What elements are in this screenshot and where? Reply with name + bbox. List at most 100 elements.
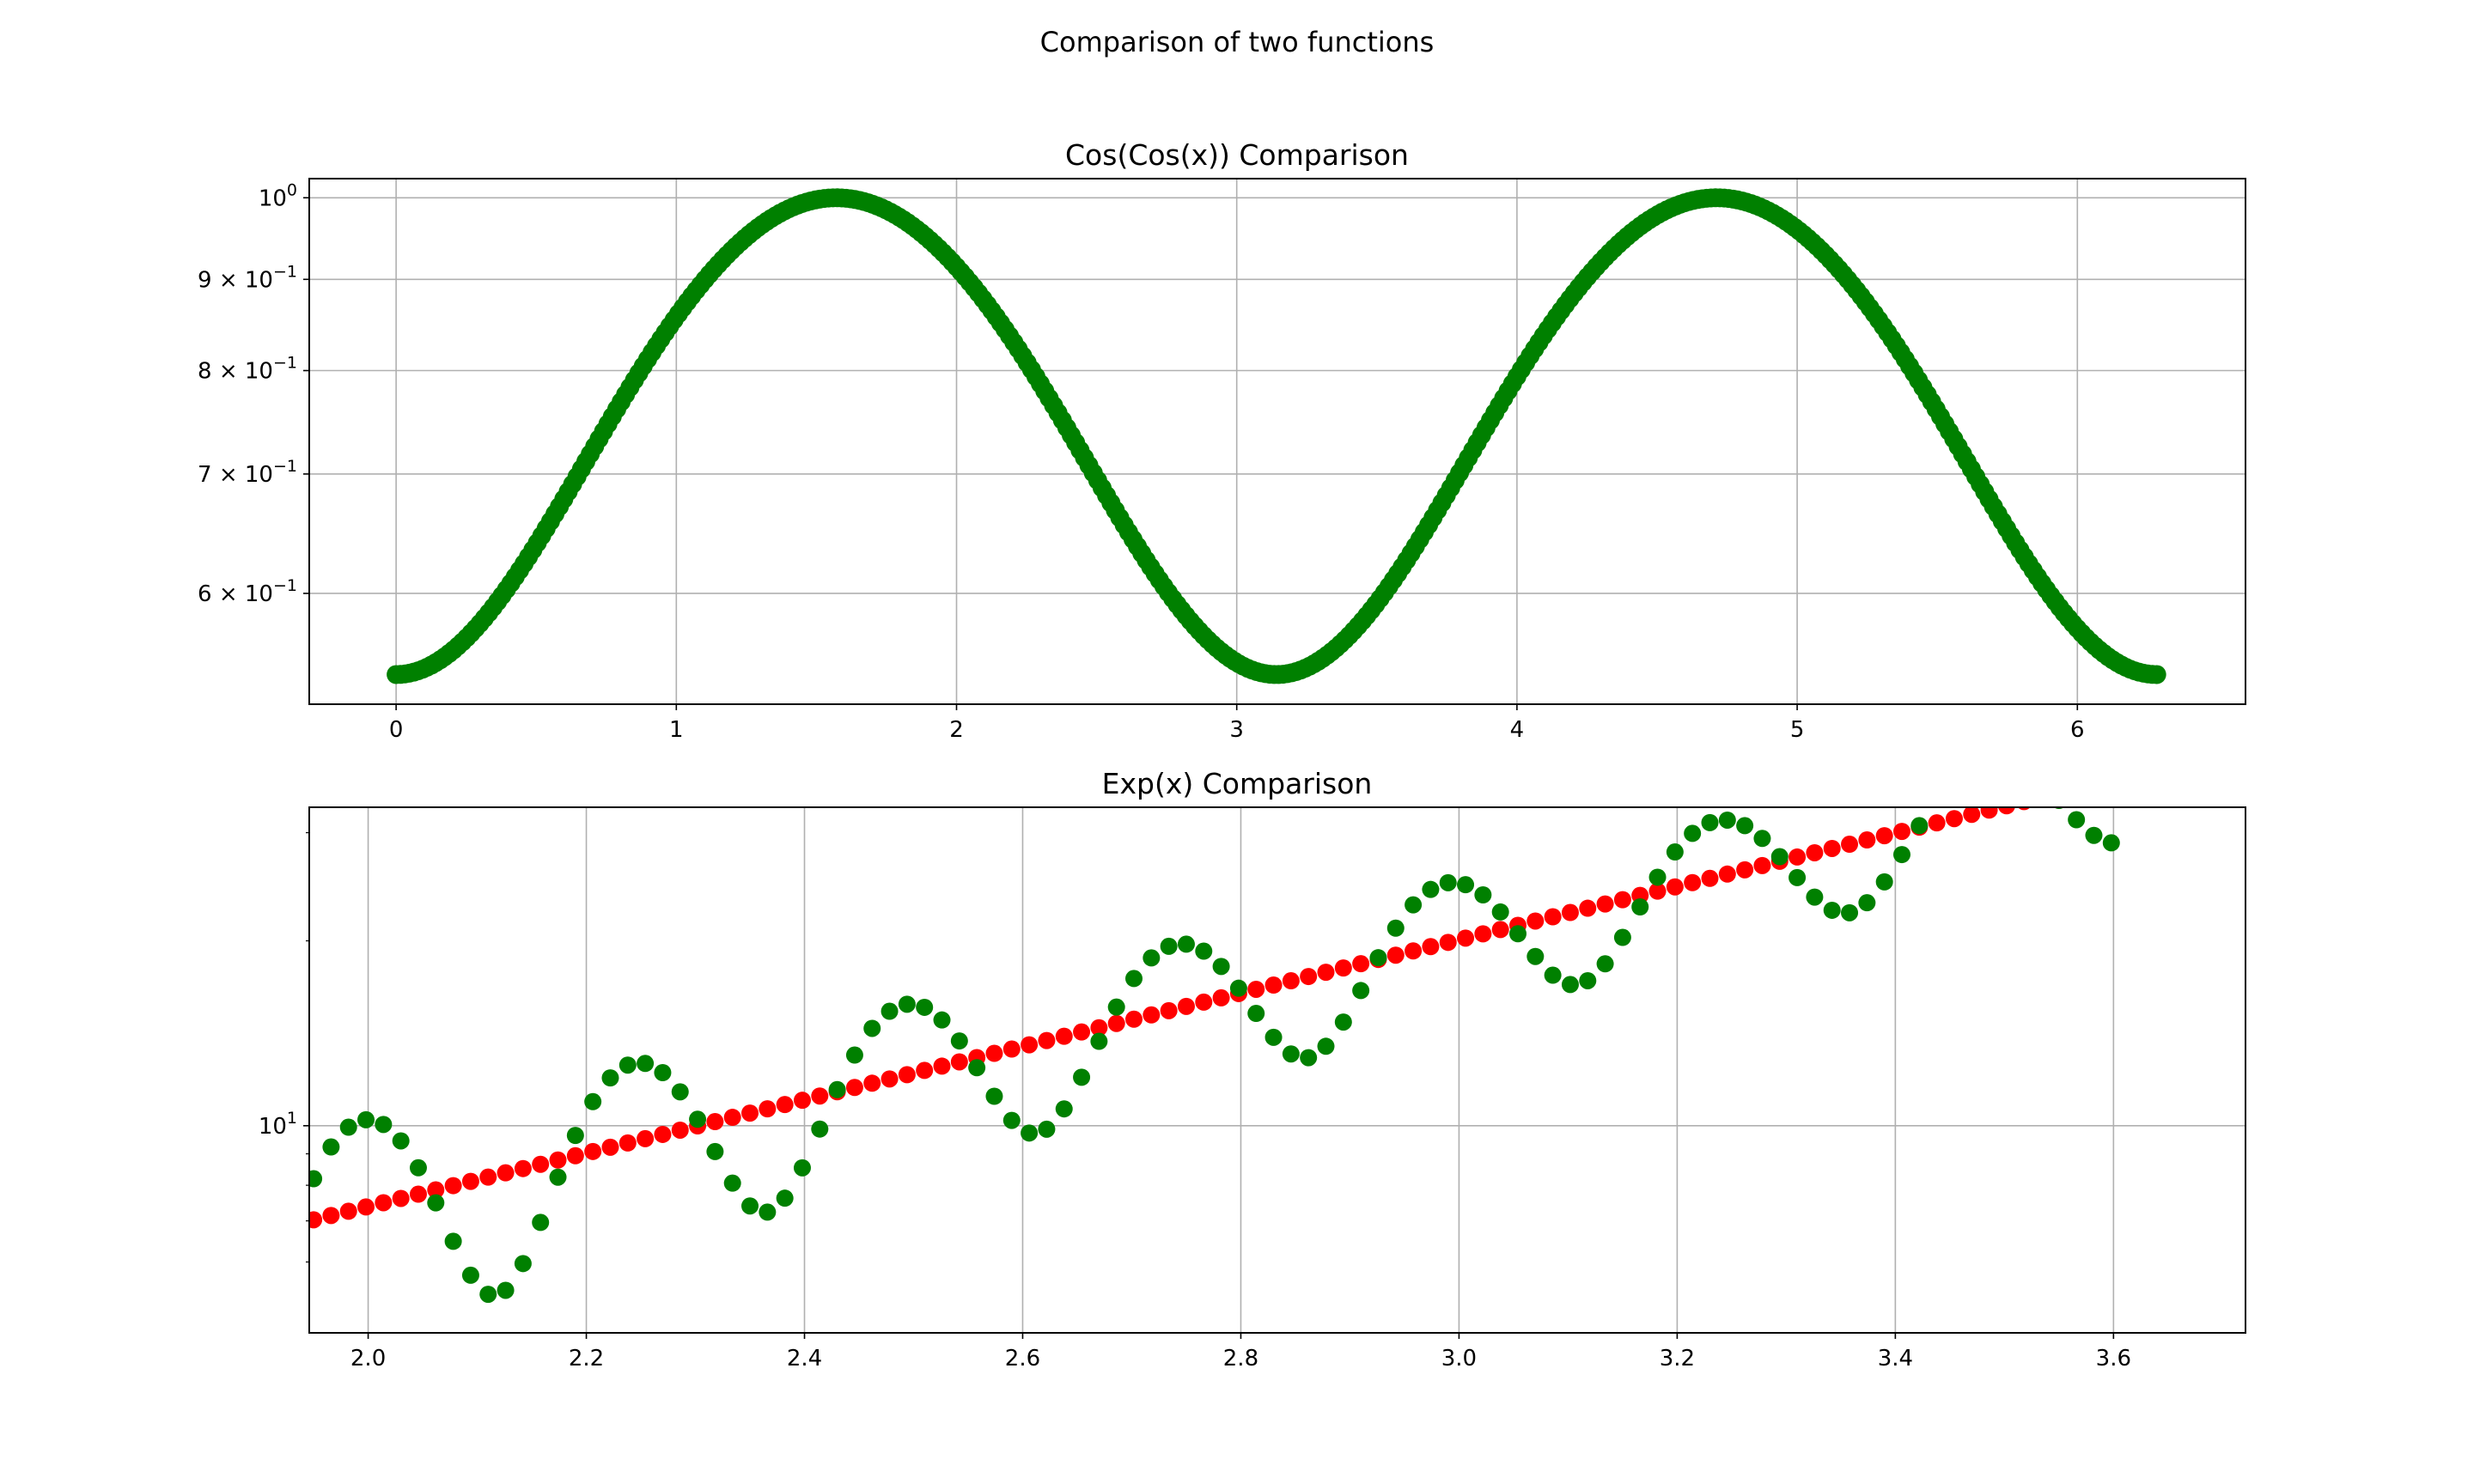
data-point-exp xyxy=(1405,942,1423,960)
data-point-oscillating xyxy=(532,1213,550,1232)
data-point-exp xyxy=(1648,882,1667,900)
data-point-exp xyxy=(1963,807,1981,824)
data-point-oscillating xyxy=(1579,971,1597,989)
data-point-exp xyxy=(497,1164,515,1182)
data-point-exp xyxy=(1701,869,1719,887)
y-tick-label: 6 × 10−1 xyxy=(198,576,297,607)
data-point-exp xyxy=(1073,1023,1091,1041)
data-point-exp xyxy=(357,1198,375,1216)
x-tick-label: 2.0 xyxy=(350,1346,386,1371)
data-point-oscillating xyxy=(1264,1028,1283,1046)
data-point-oscillating xyxy=(1544,966,1562,984)
data-point-oscillating xyxy=(1736,817,1754,835)
x-tick-label: 4 xyxy=(1510,717,1525,743)
data-point-exp xyxy=(1160,1001,1178,1019)
data-point-oscillating xyxy=(1439,873,1457,891)
cos-cos-plot-title: Cos(Cos(x)) Comparison xyxy=(1065,138,1409,172)
data-point-oscillating xyxy=(793,1159,811,1177)
data-point-exp xyxy=(514,1159,532,1177)
data-point-oscillating xyxy=(1352,982,1370,1000)
data-point-oscillating xyxy=(706,1142,724,1160)
data-point-oscillating xyxy=(1648,868,1667,886)
data-point xyxy=(2147,665,2166,684)
data-point-oscillating xyxy=(392,1132,410,1150)
exp-y-axis: 101 xyxy=(259,832,309,1263)
data-point-oscillating xyxy=(1422,880,1440,898)
data-point-exp xyxy=(309,1211,323,1229)
data-point-oscillating xyxy=(375,1116,393,1134)
data-point-oscillating xyxy=(1631,898,1649,916)
data-point-exp xyxy=(2085,775,2102,793)
x-tick-label: 2.2 xyxy=(569,1346,604,1371)
data-point-oscillating xyxy=(1561,976,1579,994)
data-point-oscillating xyxy=(2068,811,2086,829)
y-tick-label: 101 xyxy=(259,1109,297,1140)
data-point-oscillating xyxy=(1021,1124,1039,1142)
data-point-oscillating xyxy=(916,998,934,1016)
data-point-oscillating xyxy=(723,1174,741,1192)
data-point-exp xyxy=(1055,1027,1073,1045)
data-point-oscillating xyxy=(1823,901,1841,919)
data-point-oscillating xyxy=(1788,868,1807,886)
data-point-oscillating xyxy=(689,1110,707,1128)
data-point-oscillating xyxy=(566,1127,584,1145)
data-point-exp xyxy=(950,1053,968,1071)
data-point-exp xyxy=(461,1172,479,1190)
data-point-oscillating xyxy=(968,1059,986,1077)
data-point-exp xyxy=(1526,912,1545,930)
exp-plot-title: Exp(x) Comparison xyxy=(1102,767,1373,800)
data-point-exp xyxy=(1666,878,1684,896)
data-point-oscillating xyxy=(741,1197,759,1215)
data-point-exp xyxy=(637,1129,655,1147)
data-point-oscillating xyxy=(584,1092,602,1110)
data-point-oscillating xyxy=(1212,958,1230,976)
data-point-oscillating xyxy=(1055,1100,1073,1118)
data-point-exp xyxy=(845,1079,863,1097)
data-point-oscillating xyxy=(1684,824,1702,842)
data-point-oscillating xyxy=(1474,886,1492,904)
data-point-oscillating xyxy=(1125,970,1143,988)
data-point-oscillating xyxy=(845,1046,863,1064)
data-point-exp xyxy=(2050,784,2068,801)
data-point-oscillating xyxy=(339,1118,357,1136)
data-point-exp xyxy=(1858,831,1876,849)
data-point-oscillating xyxy=(1334,1013,1352,1031)
cos-cos-plot: Cos(Cos(x)) Comparison 0 1 2 3 4 5 6 100 9 × 10… xyxy=(198,138,2246,743)
data-point-exp xyxy=(1788,848,1807,866)
data-point-oscillating xyxy=(1526,947,1545,965)
data-point-exp xyxy=(1892,823,1910,841)
data-point-oscillating xyxy=(461,1266,479,1284)
cos-cos-x-axis: 0 1 2 3 4 5 6 xyxy=(389,704,2085,743)
data-point-exp xyxy=(759,1100,777,1118)
data-point-oscillating xyxy=(2015,758,2032,775)
x-tick-label: 0 xyxy=(389,717,404,743)
data-point-exp xyxy=(1317,964,1335,982)
data-point-exp xyxy=(601,1138,619,1156)
data-point-oscillating xyxy=(2085,826,2103,844)
data-point-exp xyxy=(2068,780,2085,797)
data-point-oscillating xyxy=(1892,846,1910,864)
exp-plot-frame xyxy=(308,806,2246,1334)
data-point-oscillating xyxy=(828,1080,846,1098)
data-point-exp xyxy=(741,1104,759,1122)
data-point-oscillating xyxy=(1073,1068,1091,1086)
data-point-oscillating xyxy=(1386,919,1405,937)
data-point-oscillating xyxy=(759,1203,777,1221)
data-point-oscillating xyxy=(637,1055,655,1073)
x-tick-label: 2.6 xyxy=(1005,1346,1040,1371)
x-tick-label: 5 xyxy=(1790,717,1805,743)
x-tick-label: 3.2 xyxy=(1660,1346,1695,1371)
data-point-exp xyxy=(618,1134,637,1152)
data-point-oscillating xyxy=(1875,873,1893,891)
data-point-oscillating xyxy=(1317,1037,1335,1055)
data-point-exp xyxy=(566,1146,584,1165)
data-point-exp xyxy=(409,1185,427,1203)
y-tick-label: 8 × 10−1 xyxy=(198,354,297,385)
data-point-oscillating xyxy=(1806,888,1824,906)
data-point-oscillating xyxy=(898,995,916,1013)
data-point-exp xyxy=(1980,807,1998,819)
data-point-oscillating xyxy=(1946,769,1963,787)
data-point-oscillating xyxy=(1177,935,1195,953)
data-point-oscillating xyxy=(654,1064,672,1082)
